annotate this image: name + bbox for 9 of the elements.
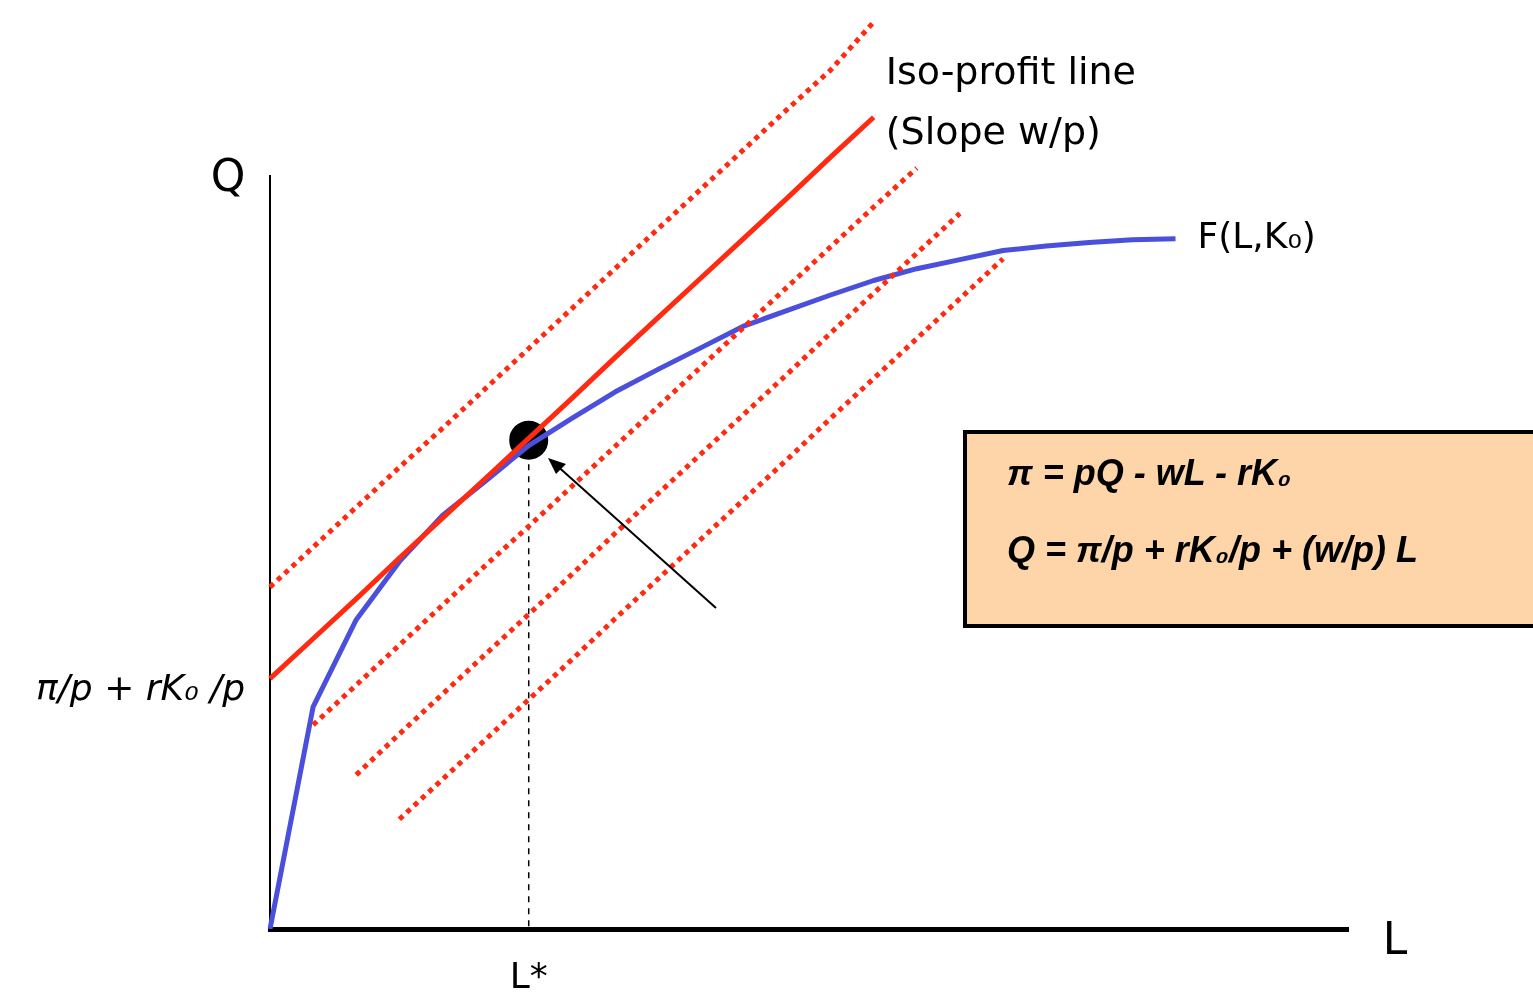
x-axis-title: L [1382,913,1408,965]
text: L* [509,955,548,997]
annotation: F(L,K₀) [1197,215,1316,257]
formula-box: π = pQ - wL - rK₀ Q = π/p + rK₀/p + (w/p) L [963,430,1533,628]
text: π/p + rK₀ /p [36,667,245,709]
y-axis-title: Q [210,150,246,202]
annotation: Q = π/p + rK₀/p + (w/p) L [1007,529,1418,571]
annotation: Iso-profit line (Slope w/p) [885,49,1137,154]
annotation: π = pQ - wL - rK₀ [1007,452,1292,494]
